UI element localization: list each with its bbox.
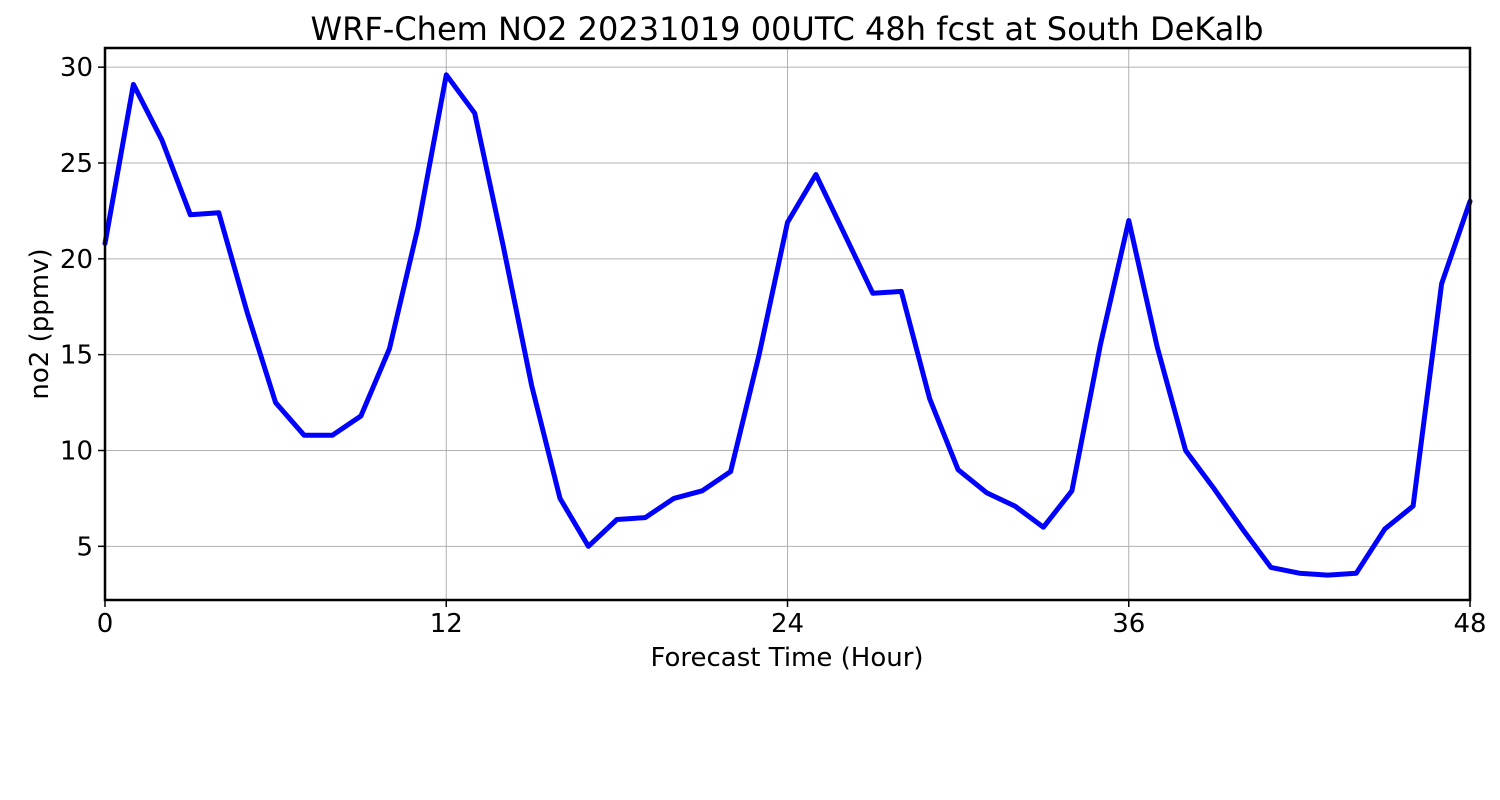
chart-title: WRF-Chem NO2 20231019 00UTC 48h fcst at …: [311, 10, 1264, 48]
x-tick-label: 48: [1453, 609, 1486, 639]
grid-lines: [104, 48, 1471, 600]
x-axis-ticks: 0 12 24 36 48: [97, 600, 1487, 639]
y-axis-ticks: 5 10 15 20 25 30: [60, 53, 105, 562]
y-tick-label: 30: [60, 53, 93, 83]
x-tick-label: 0: [97, 609, 114, 639]
plot-frame: [103, 46, 1472, 602]
x-tick-label: 12: [430, 609, 463, 639]
y-tick-label: 5: [76, 532, 93, 562]
x-tick-label: 24: [771, 609, 804, 639]
y-tick-label: 15: [60, 341, 93, 371]
x-axis-label: Forecast Time (Hour): [650, 643, 923, 673]
y-tick-label: 10: [60, 437, 93, 467]
y-tick-label: 25: [60, 149, 93, 179]
no2-series-line: [102, 72, 1473, 578]
y-tick-label: 20: [60, 245, 93, 275]
x-tick-label: 36: [1112, 609, 1145, 639]
y-axis-label: no2 (ppmv): [25, 248, 55, 399]
